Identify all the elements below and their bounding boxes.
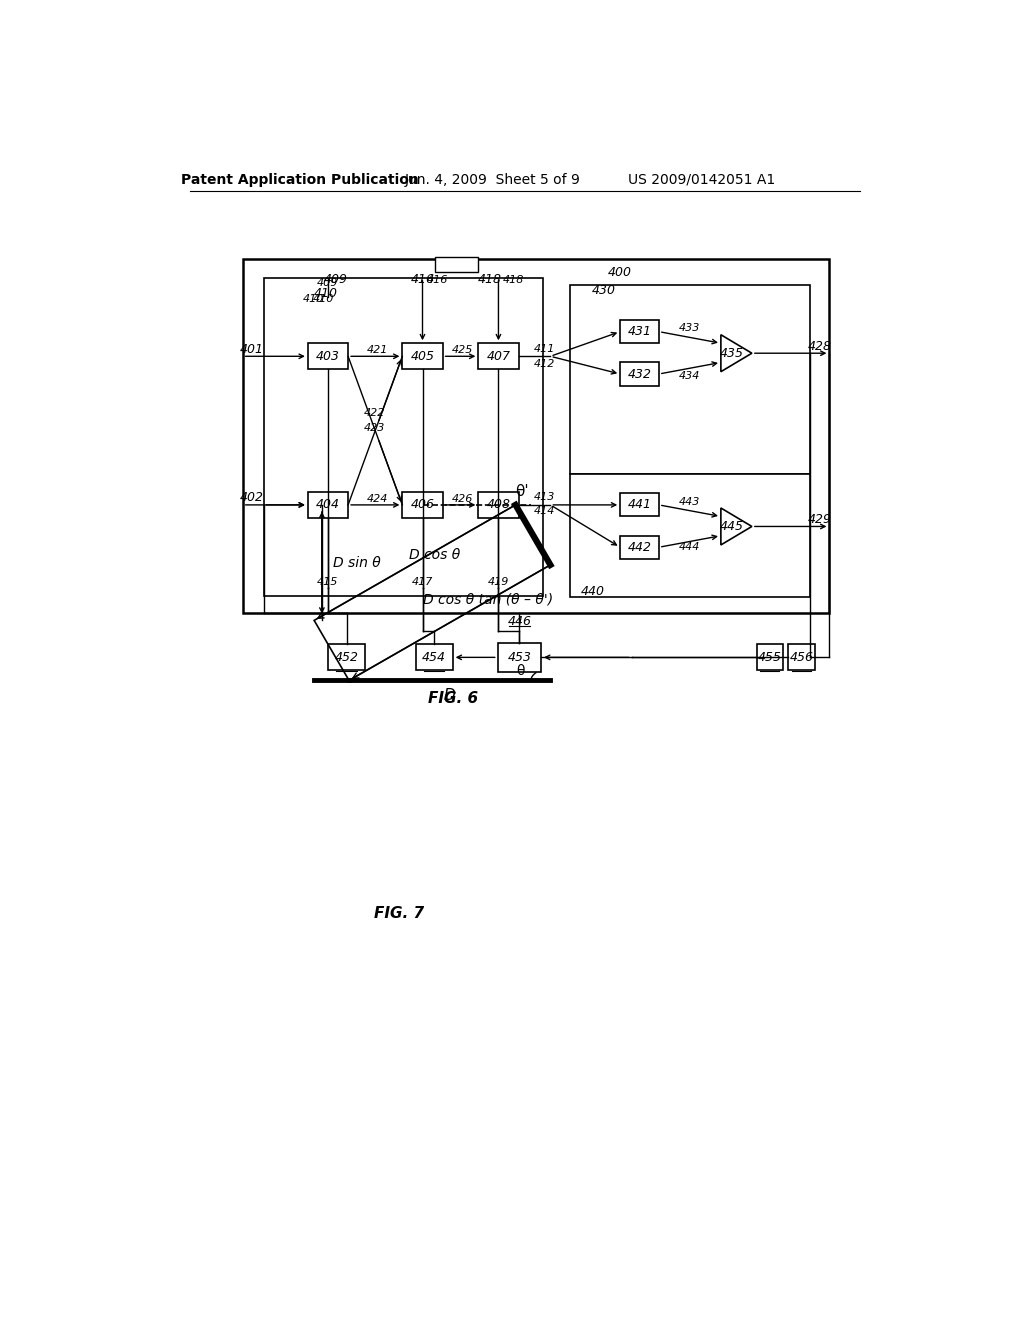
Text: 403: 403 (316, 350, 340, 363)
Text: D: D (443, 688, 456, 704)
Text: 407: 407 (486, 350, 510, 363)
Bar (435, 257, 477, 272)
Text: 408: 408 (486, 499, 510, 511)
Bar (389, 275, 523, 594)
Text: 445: 445 (720, 520, 743, 533)
Bar (308, 492, 348, 517)
Text: 428: 428 (808, 339, 833, 352)
Bar (263, 277, 543, 595)
Text: 418: 418 (478, 273, 502, 286)
Text: 413: 413 (534, 492, 555, 502)
Text: 421: 421 (367, 345, 388, 355)
Text: 446: 446 (507, 615, 531, 628)
Bar (478, 343, 518, 370)
Text: 424: 424 (367, 494, 388, 504)
Text: 432: 432 (628, 367, 651, 380)
Bar (621, 321, 658, 343)
Text: D cos θ: D cos θ (409, 548, 460, 562)
Bar (569, 285, 810, 474)
Text: 400: 400 (608, 265, 632, 279)
Text: D sin θ: D sin θ (333, 556, 381, 570)
Text: 443: 443 (679, 496, 700, 507)
Bar (621, 536, 658, 558)
Text: 442: 442 (628, 541, 651, 554)
Text: 410: 410 (312, 293, 334, 304)
Text: 410: 410 (313, 286, 338, 300)
Text: 411: 411 (534, 343, 555, 354)
Text: 452: 452 (335, 651, 358, 664)
Bar (243, 259, 829, 612)
Text: 401: 401 (240, 343, 264, 356)
Bar (621, 494, 658, 516)
Text: 440: 440 (581, 585, 605, 598)
Text: 454: 454 (422, 651, 446, 664)
Text: 404: 404 (316, 499, 340, 511)
Text: 409: 409 (317, 279, 339, 288)
Text: 405: 405 (411, 350, 434, 363)
Bar (569, 474, 810, 598)
Text: 453: 453 (507, 651, 531, 664)
Text: 422: 422 (364, 408, 385, 417)
Text: 418: 418 (503, 275, 523, 285)
Text: FIG. 7: FIG. 7 (374, 906, 424, 920)
Text: 419: 419 (487, 577, 509, 587)
Text: 441: 441 (628, 499, 651, 511)
Text: 412: 412 (534, 359, 555, 370)
Text: 430: 430 (592, 284, 615, 297)
Text: Jun. 4, 2009  Sheet 5 of 9: Jun. 4, 2009 Sheet 5 of 9 (404, 173, 581, 187)
Text: θ': θ' (515, 483, 528, 499)
Text: 423: 423 (364, 422, 385, 433)
Text: 414: 414 (534, 506, 555, 516)
Text: 406: 406 (411, 499, 434, 511)
Text: 425: 425 (453, 345, 473, 355)
Bar (308, 343, 348, 370)
Bar (328, 644, 366, 671)
Text: θ: θ (517, 664, 525, 678)
Text: 455: 455 (758, 651, 781, 664)
Text: 402: 402 (240, 491, 264, 504)
Text: Patent Application Publication: Patent Application Publication (181, 173, 419, 187)
Bar (498, 643, 541, 672)
Text: US 2009/0142051 A1: US 2009/0142051 A1 (628, 173, 775, 187)
Text: 431: 431 (628, 325, 651, 338)
Text: 417: 417 (412, 577, 433, 587)
Text: 409: 409 (324, 273, 348, 286)
Bar (757, 644, 783, 671)
Text: 433: 433 (679, 323, 700, 333)
Text: 416: 416 (411, 273, 434, 286)
Text: 456: 456 (790, 651, 813, 664)
Text: 416: 416 (426, 275, 447, 285)
Bar (402, 492, 442, 517)
Text: 426: 426 (453, 494, 473, 504)
Text: 444: 444 (679, 543, 700, 552)
Text: 435: 435 (720, 347, 743, 360)
Bar (621, 363, 658, 385)
Bar (478, 492, 518, 517)
Text: 410: 410 (303, 294, 324, 305)
Text: D cos θ tan (θ – θ'): D cos θ tan (θ – θ') (423, 593, 553, 607)
Bar (416, 644, 453, 671)
Text: 429: 429 (808, 513, 833, 527)
Text: FIG. 6: FIG. 6 (428, 692, 478, 706)
Bar (402, 343, 442, 370)
Bar (788, 644, 815, 671)
Text: 434: 434 (679, 371, 700, 380)
Text: 415: 415 (317, 577, 339, 587)
